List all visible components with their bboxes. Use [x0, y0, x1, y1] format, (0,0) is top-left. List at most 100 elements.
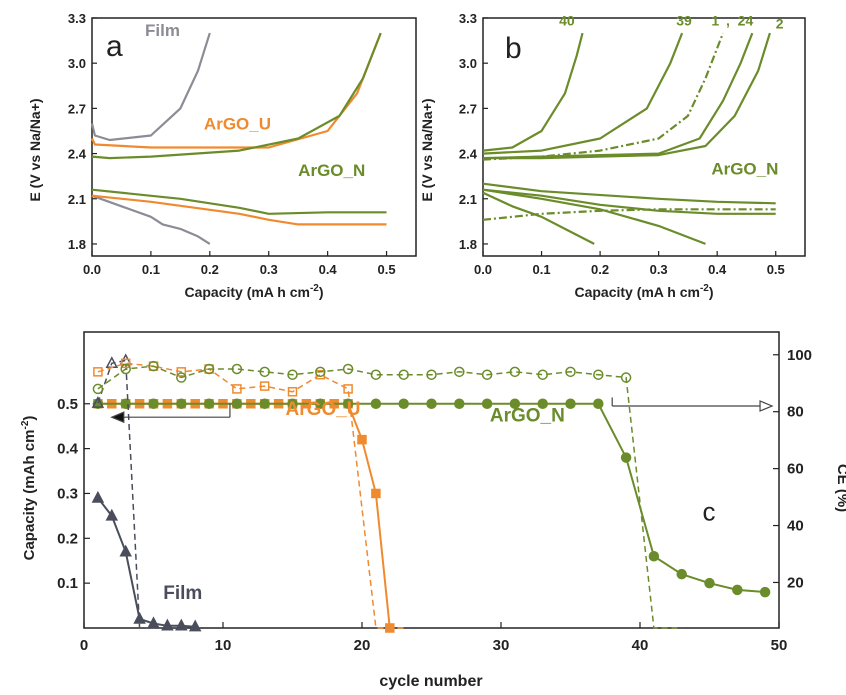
- data-point-triangle: [91, 396, 105, 408]
- data-point-triangle: [91, 490, 105, 503]
- panel-c-xlabel: cycle number: [379, 673, 482, 690]
- annotation-label: 24: [738, 13, 754, 29]
- data-point-triangle: [147, 616, 160, 629]
- series-line: [91, 194, 211, 245]
- data-point-circle: [537, 398, 548, 410]
- y-tick-label: 1.8: [68, 237, 86, 252]
- data-point-circle: [565, 398, 576, 410]
- data-point-circle: [676, 568, 687, 580]
- panel-c-y2label: CE (%): [834, 464, 846, 512]
- x-tick-label: 0.3: [260, 262, 278, 277]
- x-tick-label: 50: [771, 637, 788, 654]
- panel-b-plot: 1.8 2.1 2.4 2.7 3.0 3.3 0.0 0.1 0.2 0.3 0.4 0.5 40…: [459, 11, 806, 277]
- panel-a: E (V vs Na/Na+) 1.82.12.42.73.03.3 0.0 0.…: [27, 11, 417, 300]
- data-point-triangle: [188, 619, 202, 632]
- data-point-circle: [454, 366, 465, 378]
- y-tick-label: 0.1: [57, 575, 78, 592]
- annotation-label: 40: [559, 13, 575, 29]
- data-point-circle: [481, 369, 493, 380]
- x-tick-label: 0.1: [142, 262, 160, 277]
- annotation-label: c: [703, 496, 716, 526]
- y2-tick-label: 20: [787, 574, 804, 591]
- data-point-circle: [398, 369, 409, 380]
- x-tick-label: 0: [80, 637, 88, 654]
- panel-b-series: [482, 32, 776, 245]
- series-line: [482, 32, 725, 161]
- panel-a-label: a: [106, 30, 123, 63]
- data-point-circle: [454, 398, 465, 410]
- series-line: [482, 188, 706, 245]
- panel-c-y2-ticks: 20 40 60 80 100: [773, 347, 812, 591]
- y-tick-label: 1.8: [459, 237, 477, 252]
- panel-a-ylabel: E (V vs Na/Na+): [27, 98, 43, 201]
- annotation-label: 2: [776, 16, 784, 32]
- y-tick-label: 0.3: [57, 485, 78, 502]
- x-tick-label: 0.2: [591, 262, 609, 277]
- data-point-circle: [259, 398, 270, 410]
- series-line: [482, 208, 776, 221]
- panel-a-y-ticks: 1.8 2.1 2.4 2.7 3.0 3.3: [68, 11, 97, 252]
- data-point-circle: [203, 363, 215, 375]
- y2-tick-label: 60: [787, 461, 804, 478]
- panel-b-label: b: [505, 32, 522, 65]
- series-line: [97, 402, 391, 629]
- x-tick-label: 0.0: [474, 262, 492, 277]
- data-point-circle: [398, 398, 409, 410]
- y-tick-label: 3.3: [459, 11, 477, 26]
- data-point-circle: [620, 452, 632, 463]
- data-point-circle: [509, 398, 521, 410]
- data-point-square: [232, 384, 242, 394]
- data-point-circle: [287, 398, 298, 410]
- y-tick-label: 2.7: [459, 101, 477, 116]
- y-tick-label: 0.2: [57, 530, 78, 547]
- data-point-circle: [342, 363, 354, 375]
- data-point-square: [343, 384, 353, 394]
- panel-b-annotations: 40 39 1, 24 2 ArGO_N: [559, 13, 784, 179]
- annotation-label: ArGO_N: [298, 161, 365, 180]
- data-point-circle: [759, 586, 771, 598]
- series-line: [97, 365, 682, 629]
- series-line: [482, 182, 776, 205]
- data-point-circle: [565, 366, 576, 378]
- data-point-circle: [231, 363, 243, 375]
- panel-b-frame: [482, 17, 806, 257]
- series-line: [97, 402, 766, 594]
- annotation-label: 39: [676, 13, 692, 29]
- data-point-circle: [203, 398, 215, 410]
- x-tick-label: 0.5: [378, 262, 396, 277]
- data-point-triangle: [105, 508, 119, 521]
- y-tick-label: 0.4: [57, 441, 79, 458]
- x-tick-label: 0.2: [201, 262, 219, 277]
- data-point-circle: [370, 369, 382, 380]
- data-point-circle: [509, 366, 521, 378]
- data-point-circle: [620, 372, 632, 383]
- y-tick-label: 2.4: [68, 147, 87, 162]
- y-tick-label: 2.4: [459, 147, 478, 162]
- series-line: [483, 32, 771, 160]
- annotation-label: ArGO_U: [204, 114, 271, 133]
- data-point-circle: [315, 366, 326, 378]
- data-point-square: [287, 387, 298, 397]
- x-tick-label: 0.4: [708, 262, 727, 277]
- x-tick-label: 30: [493, 637, 510, 654]
- panel-b-x-ticks: 0.0 0.1 0.2 0.3 0.4 0.5: [474, 251, 785, 277]
- data-point-circle: [426, 369, 437, 380]
- data-point-circle: [176, 372, 187, 383]
- panel-b-xlabel: Capacity (mA h cm-2): [574, 283, 713, 300]
- data-point-circle: [315, 398, 326, 410]
- data-point-square: [176, 367, 187, 377]
- annotation-label: Film: [145, 21, 180, 40]
- data-point-square: [120, 358, 131, 369]
- series-line: [91, 188, 387, 215]
- panel-c-series: [91, 353, 771, 633]
- panel-b-ylabel: E (V vs Na/Na+): [419, 98, 435, 201]
- x-tick-label: 20: [354, 637, 371, 654]
- panel-a-plot: 1.8 2.1 2.4 2.7 3.0 3.3 0.0 0.1 0.2 0.3 0.4 0.5 Fi…: [68, 11, 417, 277]
- series-line: [482, 32, 754, 160]
- data-point-square: [93, 367, 103, 377]
- panel-b: E (V vs Na/Na+) 1.82.12.42.73.03.3 0.0 0.…: [419, 11, 806, 300]
- data-point-triangle: [119, 544, 132, 557]
- panel-c-annotations: ArGO_U ArGO_N Film c: [163, 399, 715, 604]
